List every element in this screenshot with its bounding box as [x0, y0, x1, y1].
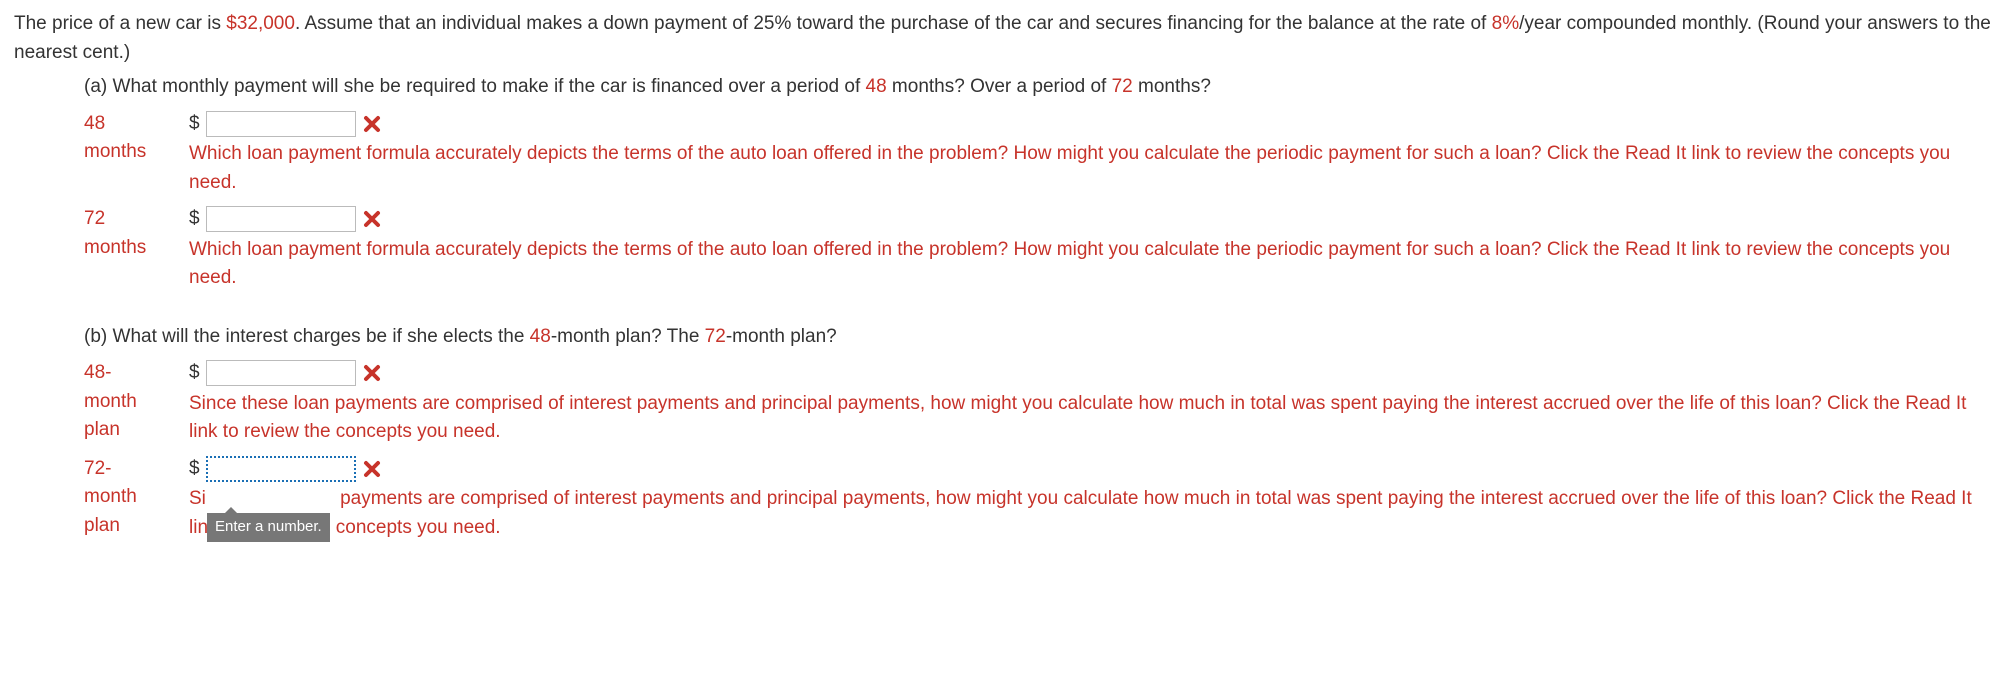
part-a-row-72: 72 months $ Which loan payment formula a…: [84, 205, 1992, 293]
incorrect-icon: [362, 459, 382, 479]
intro-price: $32,000: [226, 13, 295, 34]
answer-input-a72[interactable]: [206, 206, 356, 232]
answer-input-b72[interactable]: [206, 456, 356, 482]
part-b-n48: 48: [530, 326, 551, 347]
input-line-a48: $: [189, 110, 1992, 139]
label-b48-b: month: [84, 388, 189, 417]
part-b-row-72: 72- month plan $ Si Enter a number. nce …: [84, 455, 1992, 543]
input-col-a48: $ Which loan payment formula accurately …: [189, 110, 1992, 198]
row-label-72-plan: 72- month plan: [84, 455, 189, 541]
answer-input-a48[interactable]: [206, 111, 356, 137]
part-b-label: (b): [84, 326, 107, 347]
feedback-b72-post: payments are comprised of interest payme…: [189, 488, 1972, 538]
label-48: 48: [84, 110, 189, 139]
feedback-b48: Since these loan payments are comprised …: [189, 390, 1992, 447]
input-col-a72: $ Which loan payment formula accurately …: [189, 205, 1992, 293]
part-a-n72: 72: [1112, 76, 1133, 97]
input-line-b72: $: [189, 455, 1992, 484]
label-b72-c: plan: [84, 512, 189, 541]
part-a-row-48: 48 months $ Which loan payment formula a…: [84, 110, 1992, 198]
part-b-q1: What will the interest charges be if she…: [113, 326, 530, 347]
part-b-question: (b) What will the interest charges be if…: [84, 323, 1992, 352]
feedback-a48: Which loan payment formula accurately de…: [189, 140, 1992, 197]
label-months-72: months: [84, 234, 189, 263]
part-a-question: (a) What monthly payment will she be req…: [84, 73, 1992, 102]
part-a-n48: 48: [866, 76, 887, 97]
intro-text-1: The price of a new car is: [14, 13, 226, 34]
intro-text-2: . Assume that an individual makes a down…: [295, 13, 1492, 34]
input-col-b48: $ Since these loan payments are comprise…: [189, 359, 1992, 447]
row-label-72-months: 72 months: [84, 205, 189, 262]
answer-input-b48[interactable]: [206, 360, 356, 386]
part-b-q2: -month plan? The: [551, 326, 705, 347]
input-col-b72: $ Si Enter a number. nce these loan paym…: [189, 455, 1992, 543]
label-b72-b: month: [84, 483, 189, 512]
input-line-a72: $: [189, 205, 1992, 234]
part-a-label: (a): [84, 76, 107, 97]
tooltip-enter-number: Enter a number.: [207, 513, 330, 542]
incorrect-icon: [362, 363, 382, 383]
part-b-n72: 72: [705, 326, 726, 347]
dollar-sign: $: [189, 205, 200, 234]
dollar-sign: $: [189, 359, 200, 388]
label-months-48: months: [84, 138, 189, 167]
label-b48-c: plan: [84, 416, 189, 445]
input-line-b48: $: [189, 359, 1992, 388]
row-label-48-plan: 48- month plan: [84, 359, 189, 445]
row-label-48-months: 48 months: [84, 110, 189, 167]
feedback-b72: Si Enter a number. nce these loan paymen…: [189, 485, 1992, 542]
part-a-q3: months?: [1133, 76, 1211, 97]
feedback-b72-pre: Si: [189, 488, 206, 509]
intro-paragraph: The price of a new car is $32,000. Assum…: [14, 10, 1992, 67]
part-a-q1: What monthly payment will she be require…: [113, 76, 866, 97]
part-a: (a) What monthly payment will she be req…: [84, 73, 1992, 542]
incorrect-icon: [362, 209, 382, 229]
label-72: 72: [84, 205, 189, 234]
intro-rate: 8%: [1492, 13, 1519, 34]
part-b-q3: -month plan?: [726, 326, 837, 347]
feedback-a72: Which loan payment formula accurately de…: [189, 236, 1992, 293]
question-container: The price of a new car is $32,000. Assum…: [14, 10, 1992, 542]
dollar-sign: $: [189, 110, 200, 139]
label-b48-a: 48-: [84, 359, 189, 388]
part-b-row-48: 48- month plan $ Since these loan paymen…: [84, 359, 1992, 447]
part-a-q2: months? Over a period of: [887, 76, 1112, 97]
dollar-sign: $: [189, 455, 200, 484]
incorrect-icon: [362, 114, 382, 134]
label-b72-a: 72-: [84, 455, 189, 484]
